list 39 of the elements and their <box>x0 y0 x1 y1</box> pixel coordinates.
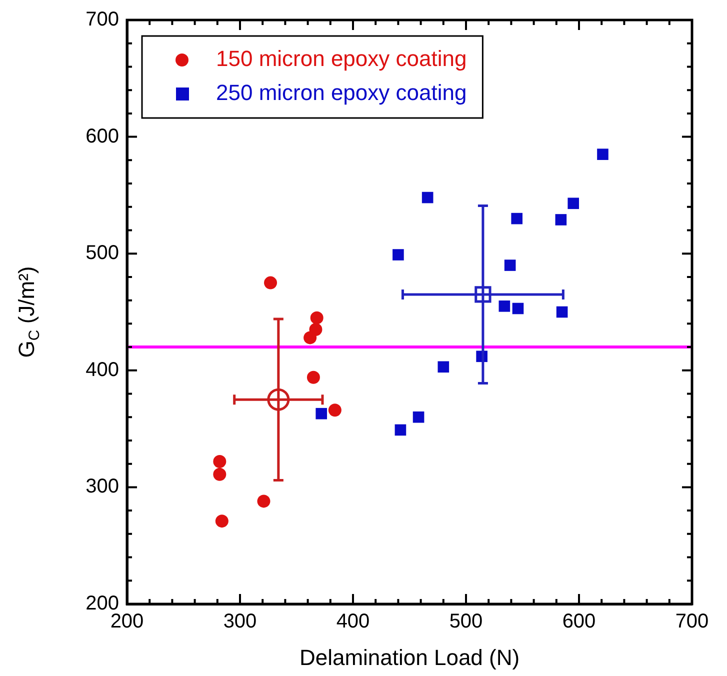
point <box>328 404 342 417</box>
point <box>257 494 270 508</box>
point <box>392 249 404 260</box>
point <box>474 286 492 303</box>
x-tick-label: 500 <box>449 610 483 633</box>
point <box>310 311 324 324</box>
x-tick-label: 600 <box>562 610 596 633</box>
point <box>597 148 608 160</box>
point <box>213 468 226 481</box>
x-tick-label: 300 <box>223 610 257 633</box>
point <box>215 514 228 528</box>
y-tick-label: 400 <box>86 358 119 381</box>
legend-label: 150 micron epoxy coating <box>216 46 467 72</box>
point <box>304 331 317 344</box>
y-axis-title: GC (J/m²) <box>14 266 44 358</box>
x-tick-label: 400 <box>336 610 370 633</box>
point <box>306 370 320 384</box>
point <box>438 361 450 373</box>
y-tick-label: 600 <box>86 125 119 148</box>
point <box>394 424 406 436</box>
point <box>422 192 434 204</box>
point <box>498 300 510 312</box>
y-tick-label: 300 <box>86 476 119 498</box>
point <box>213 455 226 468</box>
point <box>412 411 424 423</box>
point <box>556 306 568 318</box>
point <box>555 214 567 226</box>
point <box>264 276 278 290</box>
point <box>568 198 580 210</box>
x-tick-label: 700 <box>675 610 709 633</box>
y-tick-label: 700 <box>86 8 119 31</box>
point <box>511 212 523 224</box>
point <box>267 388 290 411</box>
y-tick-label: 500 <box>86 242 119 264</box>
point <box>316 408 328 420</box>
x-axis-title: Delamination Load (N) <box>299 644 520 670</box>
legend-label: 250 micron epoxy coating <box>216 80 467 106</box>
point <box>512 302 524 314</box>
point <box>504 260 516 271</box>
